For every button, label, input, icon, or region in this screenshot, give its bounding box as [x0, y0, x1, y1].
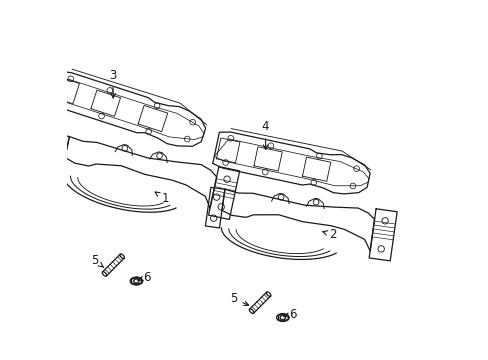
Text: 5: 5 [230, 292, 248, 306]
Text: 1: 1 [155, 192, 168, 205]
Text: 3: 3 [109, 69, 116, 98]
Text: 5: 5 [91, 255, 103, 267]
Text: 6: 6 [283, 307, 296, 320]
Text: 6: 6 [137, 271, 150, 284]
Text: 2: 2 [322, 229, 336, 242]
Text: 4: 4 [261, 120, 268, 149]
